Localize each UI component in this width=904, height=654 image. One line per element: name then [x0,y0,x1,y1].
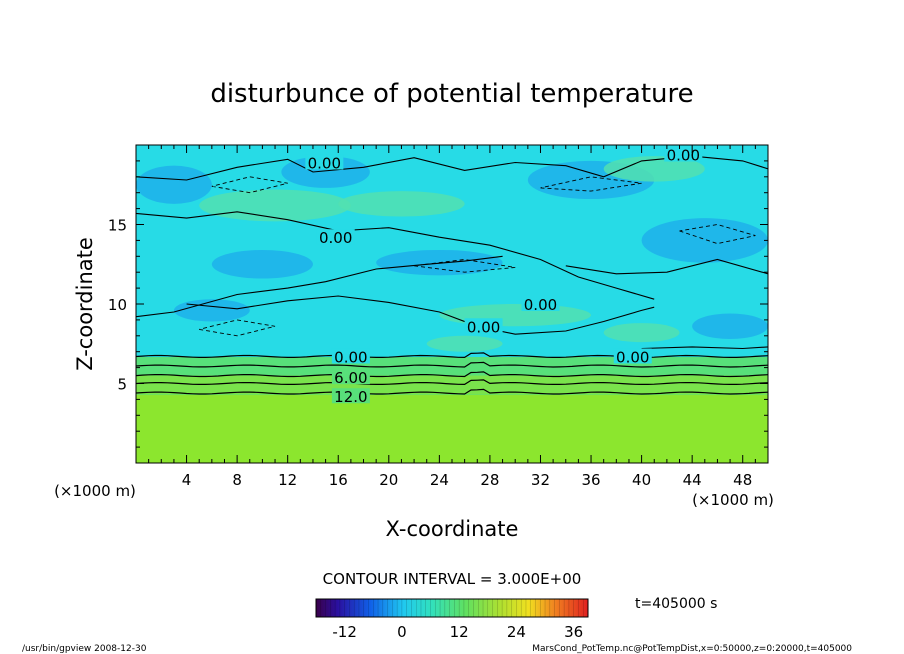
x-tick-label: 36 [581,471,600,489]
contour-line [565,258,768,275]
contour-label: 0.00 [319,229,352,247]
x-tick-label: 16 [329,471,348,489]
colorbar-frame [315,598,589,618]
x-unit-left: (×1000 m) [54,482,136,500]
field-patch [199,189,351,222]
colorbar-gradient [316,599,588,617]
contour-label: 0.00 [667,147,700,165]
contour-line-negative [540,176,642,192]
x-tick-label: 48 [733,471,752,489]
field-patch [603,156,705,182]
colorbar-tick-label: 24 [507,623,526,641]
contour-line [136,211,655,300]
chart-title: disturbunce of potential temperature [210,79,693,109]
time-label: t=405000 s [635,596,717,612]
colorbar-tick-label: 12 [450,623,469,641]
x-tick-label: 44 [683,471,702,489]
x-unit-right: (×1000 m) [692,491,774,509]
y-axis-label: Z-coordinate [73,237,97,371]
contour-line [136,371,768,378]
contour-line-negative [199,319,276,337]
contour-label-bg [331,388,370,404]
y-tick-label: 5 [117,376,127,394]
field-patch [338,191,465,217]
contour-label-bg [664,146,703,162]
x-tick-label: 4 [182,471,192,489]
contour-label: 0.00 [308,154,341,172]
field-patch [136,165,212,204]
contour-label: 0.00 [334,348,367,366]
x-tick-label: 40 [632,471,651,489]
colorbar-stripes [315,599,589,617]
footer-right: MarsCond_PotTemp.nc@PotTempDist,x=0:5000… [532,644,852,654]
x-axis-label: X-coordinate [386,517,519,541]
x-tick-label: 32 [531,471,550,489]
contour-label: 0.00 [524,296,557,314]
contour-line [136,361,768,368]
contour-line-negative [679,224,756,245]
field-patch [426,335,503,352]
field-patch [439,304,592,327]
contour-label: 6.00 [334,369,367,387]
contour-interval: CONTOUR INTERVAL = 3.000E+00 [323,570,582,588]
x-axis: 4 8 12 16 20 24 28 32 36 40 44 48 [148,145,756,489]
field-patches [136,156,768,352]
x-tick-label: 20 [379,471,398,489]
contour-label: 0.00 [616,348,649,366]
stable-field [136,395,768,463]
contour-lines [136,155,768,395]
colorbar: -12 0 12 24 36 [315,598,589,641]
y-tick-label: 10 [108,296,127,314]
y-axis: 5 10 15 [108,160,768,448]
x-tick-label: 12 [278,471,297,489]
field-patch [641,218,768,263]
contour-label-bg [613,348,652,364]
contour-line [641,346,768,350]
footer-left: /usr/bin/gpview 2008-12-30 [22,644,147,654]
field-patch [281,156,370,188]
x-tick-label: 28 [480,471,499,489]
contour-label-bg [521,296,560,311]
contour-line [136,255,503,318]
contour-label-bg [331,369,370,385]
contour-line [136,352,768,359]
contour-line-negative [414,259,516,273]
colorbar-ticks: -12 0 12 24 36 [332,623,583,641]
contour-line [186,295,655,335]
gradient-upper-band [136,375,768,395]
colorbar-tick-label: -12 [332,623,357,641]
contour-label-bg [464,318,503,334]
contour-label-bg [331,348,370,364]
contour-line [136,388,768,395]
x-tick-label: 8 [232,471,242,489]
field-patch [173,299,250,322]
colorbar-tick-label: 0 [397,623,407,641]
contour-line [136,379,768,386]
field-patch [692,313,768,339]
field-patch [211,249,313,279]
x-tick-label: 24 [430,471,449,489]
contour-label-bg [305,154,344,170]
contour-label-bg [316,229,355,245]
contour-label: 0.00 [467,318,500,336]
contour-line-negative [211,176,288,194]
field-patch [603,323,680,343]
y-tick-label: 15 [108,217,127,235]
contour-label: 12.0 [334,388,367,406]
colorbar-tick-label: 36 [564,623,583,641]
